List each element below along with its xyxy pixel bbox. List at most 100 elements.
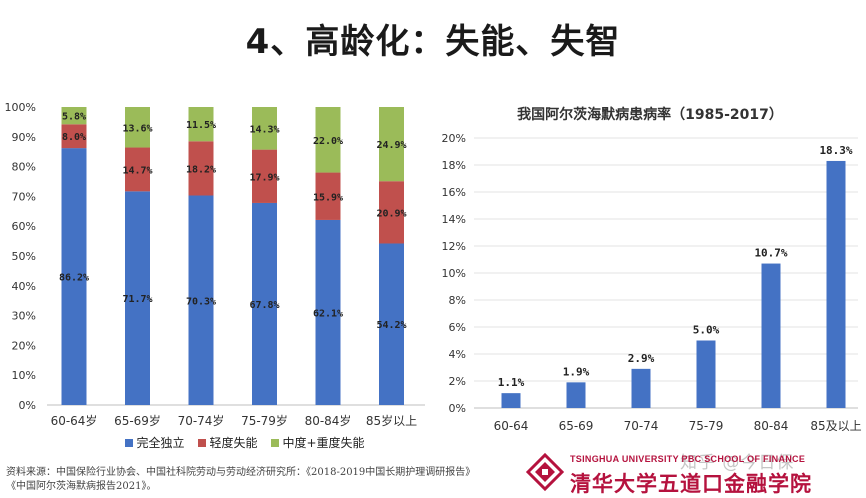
stacked-bar-segment xyxy=(315,107,341,173)
stacked-bar-segment xyxy=(379,107,404,182)
x-category-label: 60-64 xyxy=(494,419,529,433)
alzheimer-chart-title: 我国阿尔茨海默病患病率（1985-2017） xyxy=(517,107,783,123)
data-label: 2.9% xyxy=(628,352,655,365)
data-label: 14.3% xyxy=(249,124,279,135)
data-label: 8.0% xyxy=(62,132,86,143)
legend-item-independent: 完全独立 xyxy=(125,434,184,451)
data-label: 54.2% xyxy=(376,320,406,331)
prevalence-bar xyxy=(761,263,781,408)
source-note: 资料来源：中国保险行业协会、中国社科院劳动与劳动经济研究所：《2018-2019… xyxy=(6,466,566,494)
data-label: 1.9% xyxy=(563,365,590,378)
stacked-bar-segment xyxy=(188,195,214,405)
stacked-bar-segment xyxy=(188,107,214,142)
y-tick-label: 70% xyxy=(12,190,36,203)
data-label: 62.1% xyxy=(313,308,343,319)
y-tick-label: 18% xyxy=(442,159,466,172)
prevalence-bar xyxy=(696,340,716,408)
logo-chinese-name: 清华大学五道口金融学院 xyxy=(570,472,812,496)
x-category-label: 65-69 xyxy=(559,419,594,433)
y-tick-label: 10% xyxy=(442,267,466,280)
y-tick-label: 14% xyxy=(442,213,466,226)
data-label: 5.0% xyxy=(693,324,720,337)
y-tick-label: 80% xyxy=(12,161,36,174)
stacked-bar-segment xyxy=(252,107,277,150)
legend-swatch-independent xyxy=(125,438,134,447)
data-label: 13.6% xyxy=(122,123,152,134)
y-tick-label: 16% xyxy=(442,186,466,199)
data-label: 1.1% xyxy=(498,376,525,389)
stacked-bar-segment xyxy=(125,107,150,148)
y-tick-label: 0% xyxy=(19,399,36,412)
slide-title: 4、高龄化：失能、失智 xyxy=(245,22,621,62)
legend-label-severe: 中度+重度失能 xyxy=(282,436,365,450)
x-category-label: 80-84岁 xyxy=(305,413,352,428)
prevalence-bar xyxy=(631,368,651,408)
data-label: 14.7% xyxy=(122,165,152,176)
stacked-bar-segment xyxy=(188,141,214,196)
prevalence-bar xyxy=(826,160,846,408)
x-category-label: 75-79 xyxy=(689,419,724,433)
legend-label-independent: 完全独立 xyxy=(136,436,185,450)
stacked-bar-segment xyxy=(252,202,277,405)
stacked-bar-segment xyxy=(379,181,404,244)
y-tick-label: 20% xyxy=(12,339,36,352)
y-tick-label: 20% xyxy=(442,132,466,145)
stacked-chart-legend: 完全独立 轻度失能 中度+重度失能 xyxy=(95,434,395,451)
y-tick-label: 90% xyxy=(12,131,36,144)
stacked-bar-segment xyxy=(125,147,150,192)
data-label: 24.9% xyxy=(376,140,406,151)
tsinghua-logo: TSINGHUA UNIVERSITY PBC SCHOOL OF FINANC… xyxy=(526,452,866,497)
data-label: 5.8% xyxy=(62,112,86,123)
stacked-bar-segment xyxy=(125,191,150,405)
data-label: 71.7% xyxy=(122,294,152,305)
x-category-label: 65-69岁 xyxy=(114,413,161,428)
data-label: 17.9% xyxy=(249,172,279,183)
y-tick-label: 30% xyxy=(12,310,36,323)
stacked-bar-segment xyxy=(61,124,87,149)
watermark: 知乎 @今日保 xyxy=(680,453,795,473)
data-label: 18.2% xyxy=(186,164,216,175)
data-label: 10.7% xyxy=(754,247,787,260)
school-emblem-icon xyxy=(526,452,564,492)
stacked-bar-segment xyxy=(252,149,277,203)
x-category-label: 70-74岁 xyxy=(178,413,225,428)
y-tick-label: 2% xyxy=(449,375,466,388)
prevalence-bar xyxy=(501,393,521,408)
x-category-label: 80-84 xyxy=(754,419,789,433)
stacked-bar-segment xyxy=(61,107,87,125)
y-tick-label: 8% xyxy=(449,294,466,307)
x-category-label: 75-79岁 xyxy=(241,413,288,428)
x-category-label: 60-64岁 xyxy=(51,413,98,428)
source-line-1: 资料来源：中国保险行业协会、中国社科院劳动与劳动经济研究所：《2018-2019… xyxy=(6,467,476,478)
y-tick-label: 40% xyxy=(12,280,36,293)
legend-item-severe: 中度+重度失能 xyxy=(271,434,365,451)
y-tick-label: 50% xyxy=(12,250,36,263)
legend-label-mild: 轻度失能 xyxy=(209,436,258,450)
x-category-label: 85及以上 xyxy=(810,419,861,433)
prevalence-bar xyxy=(566,382,586,408)
y-tick-label: 4% xyxy=(449,348,466,361)
y-tick-label: 6% xyxy=(449,321,466,334)
logo-english-name: TSINGHUA UNIVERSITY PBC SCHOOL OF FINANC… xyxy=(570,454,806,464)
data-label: 22.0% xyxy=(313,136,343,147)
stacked-bar-segment xyxy=(315,219,341,405)
data-label: 20.9% xyxy=(376,208,406,219)
data-label: 15.9% xyxy=(313,192,343,203)
legend-swatch-severe xyxy=(271,438,280,447)
data-label: 18.3% xyxy=(819,144,852,157)
legend-swatch-mild xyxy=(198,438,207,447)
y-tick-label: 100% xyxy=(5,101,36,114)
y-tick-label: 60% xyxy=(12,220,36,233)
x-category-label: 85岁以上 xyxy=(366,413,417,428)
data-label: 86.2% xyxy=(59,273,89,284)
data-label: 70.3% xyxy=(186,296,216,307)
x-category-label: 70-74 xyxy=(624,419,659,433)
y-tick-label: 10% xyxy=(12,369,36,382)
stacked-bar-segment xyxy=(379,243,404,405)
data-label: 67.8% xyxy=(249,300,279,311)
y-tick-label: 12% xyxy=(442,240,466,253)
data-label: 11.5% xyxy=(186,120,216,131)
legend-item-mild: 轻度失能 xyxy=(198,434,257,451)
stacked-bar-segment xyxy=(315,172,341,220)
